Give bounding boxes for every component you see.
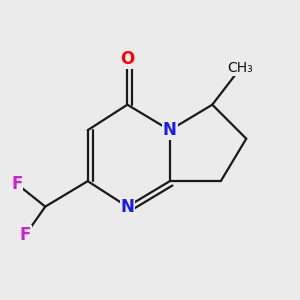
Text: N: N [163,121,177,139]
Text: CH₃: CH₃ [228,61,253,75]
Text: O: O [120,50,134,68]
Text: N: N [120,198,134,216]
Text: F: F [20,226,31,244]
Text: F: F [11,175,22,193]
